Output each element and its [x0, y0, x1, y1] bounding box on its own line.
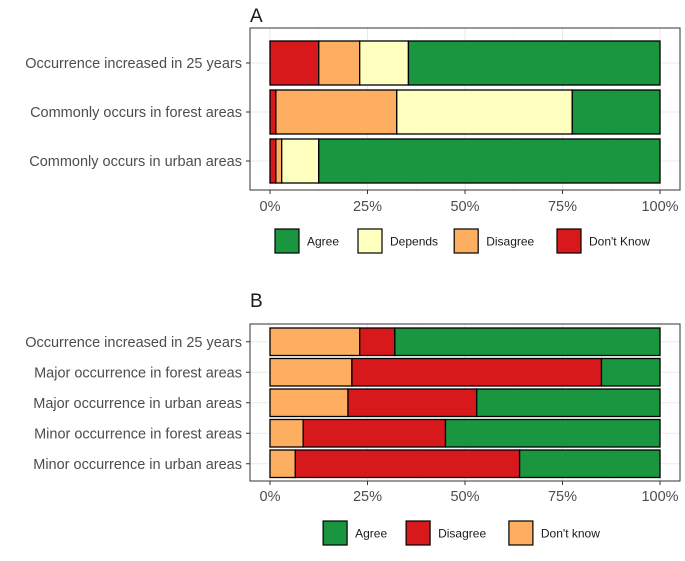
bar-segment: [269, 418, 304, 448]
x-tick-label: 50%: [450, 489, 479, 505]
panel-label: B: [250, 291, 263, 312]
x-tick-label: 75%: [548, 489, 577, 505]
bar-segment: [269, 138, 277, 184]
legend-key: [453, 228, 479, 254]
bar-segment: [281, 138, 320, 184]
x-tick-label: 25%: [353, 489, 382, 505]
category-label: Minor occurrence in forest areas: [34, 426, 242, 442]
bar-segment: [275, 138, 283, 184]
chart-panel-b: B Occurrence increased in 25 years Major o…: [25, 291, 681, 546]
category-label: Occurrence increased in 25 years: [25, 56, 242, 72]
bar-segment: [347, 388, 478, 418]
bar-segment: [351, 357, 603, 387]
legend-key: [556, 228, 582, 254]
x-tick-label: 100%: [641, 489, 678, 505]
bar-segment: [269, 449, 297, 479]
x-tick-label: 50%: [450, 199, 479, 215]
bar-segment: [269, 388, 349, 418]
legend: Agree Depends Disagree Don't Know: [274, 228, 650, 254]
legend-label: Agree: [307, 235, 339, 249]
bar-segment: [518, 449, 661, 479]
panel-label: A: [250, 6, 263, 27]
legend-key: [274, 228, 300, 254]
category-label: Commonly occurs in urban areas: [29, 154, 242, 170]
x-tick-label: 100%: [641, 199, 678, 215]
legend-key: [405, 520, 431, 546]
bar-segment: [269, 327, 361, 357]
legend-label: Agree: [355, 527, 387, 541]
bar-segment: [394, 327, 661, 357]
bar-segment: [407, 40, 661, 86]
legend-label: Disagree: [486, 235, 534, 249]
x-tick-label: 25%: [353, 199, 382, 215]
x-tick-label: 0%: [260, 489, 281, 505]
category-label: Minor occurrence in urban areas: [33, 457, 242, 473]
legend: Agree Disagree Don't know: [322, 520, 600, 546]
bar-segment: [476, 388, 661, 418]
bar-segment: [269, 40, 320, 86]
chart-panel-a: A Occurrence increased in 25 years Commonl…: [25, 6, 681, 254]
x-tick-label: 0%: [260, 199, 281, 215]
bar-segment: [444, 418, 661, 448]
bar-segment: [269, 357, 353, 387]
legend-label: Don't Know: [589, 235, 650, 249]
legend-key: [508, 520, 534, 546]
category-label: Occurrence increased in 25 years: [25, 335, 242, 351]
bar-segment: [302, 418, 447, 448]
category-label: Major occurrence in forest areas: [34, 365, 242, 381]
legend-label: Disagree: [438, 527, 486, 541]
bar-segment: [396, 89, 573, 135]
legend-label: Don't know: [541, 527, 600, 541]
category-label: Major occurrence in urban areas: [33, 396, 242, 412]
bar-segment: [600, 357, 661, 387]
bar-segment: [318, 138, 661, 184]
bar-segment: [275, 89, 398, 135]
category-label: Commonly occurs in forest areas: [30, 105, 242, 121]
bar-segment: [359, 40, 410, 86]
bar-segment: [269, 89, 277, 135]
bar-segment: [359, 327, 396, 357]
bar-segment: [318, 40, 361, 86]
bar-segment: [571, 89, 661, 135]
legend-key: [357, 228, 383, 254]
legend-label: Depends: [390, 235, 438, 249]
legend-key: [322, 520, 348, 546]
x-tick-label: 75%: [548, 199, 577, 215]
bar-segment: [294, 449, 521, 479]
